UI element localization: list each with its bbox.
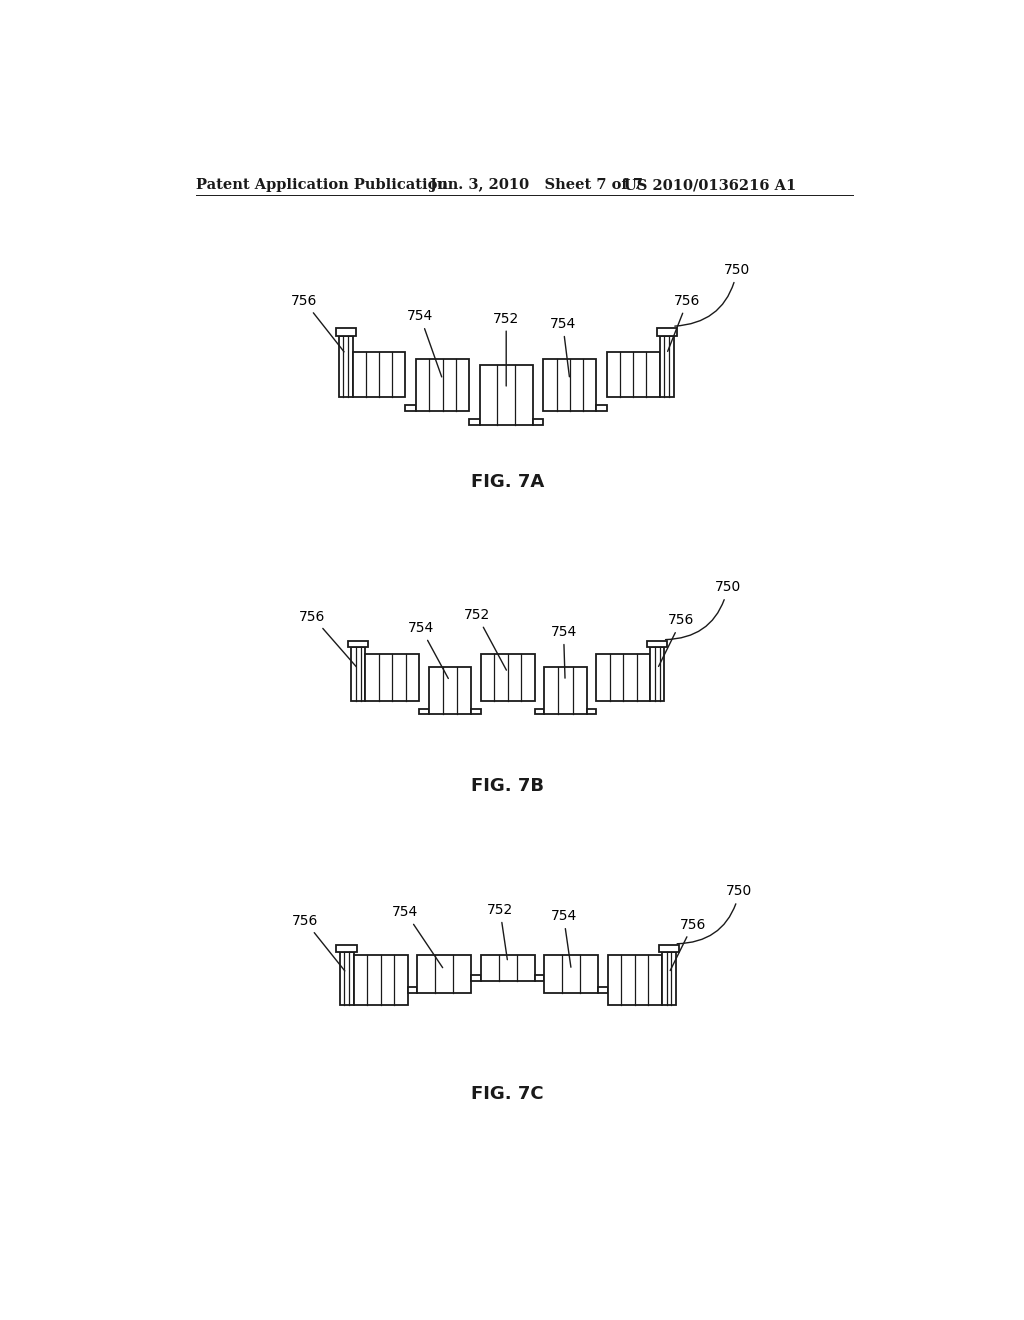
Bar [471,709,480,714]
Bar [659,335,674,397]
Text: 754: 754 [551,909,577,968]
Bar [417,954,471,993]
Bar [366,653,420,701]
Bar [480,653,535,701]
Text: 752: 752 [464,609,507,671]
Bar [420,709,429,714]
Text: FIG. 7C: FIG. 7C [471,1085,544,1104]
Bar [480,954,535,981]
Bar [353,954,408,1006]
Bar [587,709,596,714]
Bar [658,945,679,952]
Text: Patent Application Publication: Patent Application Publication [197,178,449,193]
Bar [471,974,480,981]
Bar [429,667,471,714]
Text: 756: 756 [291,294,344,352]
Bar [535,974,544,981]
Bar [348,642,369,647]
Text: 756: 756 [670,917,707,970]
Text: 750: 750 [677,884,753,944]
Bar [340,952,353,1006]
Text: 750: 750 [666,581,741,640]
Bar [336,327,356,335]
Bar [406,405,417,411]
Bar [337,945,356,952]
Text: Jun. 3, 2010   Sheet 7 of 7: Jun. 3, 2010 Sheet 7 of 7 [430,178,643,193]
Text: US 2010/0136216 A1: US 2010/0136216 A1 [624,178,797,193]
Bar [532,418,544,425]
Text: FIG. 7B: FIG. 7B [471,777,544,795]
Text: 756: 756 [668,294,700,351]
Text: 750: 750 [675,263,751,326]
Text: 754: 754 [550,317,575,376]
Text: 754: 754 [408,622,449,678]
Text: 756: 756 [299,610,356,667]
Text: 754: 754 [392,906,442,968]
Bar [535,709,544,714]
Bar [480,364,532,425]
Text: FIG. 7A: FIG. 7A [471,473,545,491]
Text: 756: 756 [658,614,694,667]
Bar [607,352,659,397]
Bar [598,987,607,993]
Bar [656,327,677,335]
Bar [650,647,665,701]
Bar [662,952,676,1006]
Bar [596,653,650,701]
Bar [647,642,668,647]
Text: 754: 754 [551,624,577,678]
Bar [351,647,366,701]
Bar [352,352,406,397]
Bar [408,987,417,993]
Bar [417,359,469,411]
Bar [544,359,596,411]
Bar [607,954,662,1006]
Text: 752: 752 [486,903,513,960]
Text: 754: 754 [408,309,441,378]
Text: 752: 752 [494,312,519,385]
Bar [469,418,480,425]
Bar [339,335,352,397]
Bar [596,405,607,411]
Bar [544,954,598,993]
Bar [544,667,587,714]
Text: 756: 756 [292,913,345,972]
